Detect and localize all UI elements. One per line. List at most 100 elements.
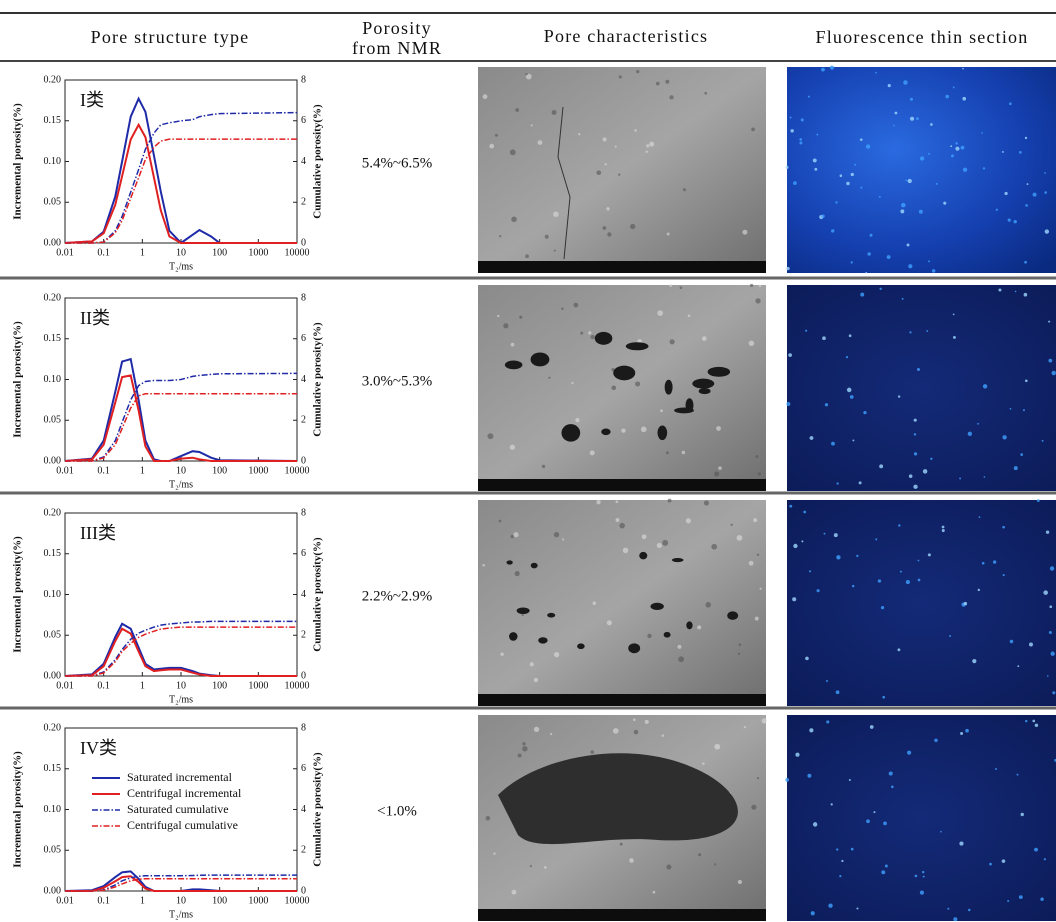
- sem-texture: [619, 75, 622, 78]
- y2-tick-label: 6: [301, 333, 306, 344]
- fluorescence-speck: [898, 524, 900, 526]
- fluorescence-speck: [1033, 193, 1037, 197]
- sem-pore: [657, 426, 667, 441]
- fluorescence-speck: [801, 118, 804, 121]
- fluorescence-speck: [881, 606, 884, 609]
- fluorescence-speck: [808, 96, 810, 98]
- fluorescence-speck: [809, 728, 813, 732]
- sem-texture: [544, 866, 547, 869]
- sem-texture: [665, 80, 669, 84]
- sem-texture: [530, 662, 534, 666]
- y2-tick-label: 6: [301, 115, 306, 126]
- fluorescence-speck: [960, 732, 963, 735]
- x-tick-label: 10: [176, 680, 186, 691]
- sem-texture: [495, 134, 498, 137]
- fluorescence-speck: [887, 255, 891, 259]
- sem-texture: [744, 726, 746, 728]
- fluorescence-speck: [885, 865, 888, 868]
- sem-texture: [714, 744, 720, 750]
- fluorescence-speck: [965, 729, 969, 733]
- sem-texture: [513, 532, 518, 537]
- sem-texture: [511, 217, 517, 223]
- fluorescence-speck: [1049, 605, 1052, 608]
- sem-texture: [503, 323, 508, 328]
- fluorescence-speck: [799, 142, 802, 145]
- fluorescence-image: [787, 715, 1056, 921]
- fluorescence-speck: [922, 871, 924, 873]
- fluorescence-speck: [836, 555, 840, 559]
- sem-pore: [686, 621, 692, 629]
- fluorescence-speck: [905, 179, 907, 181]
- fluorescence-speck: [1035, 724, 1038, 727]
- sem-pore: [506, 560, 512, 564]
- sem-pore: [505, 361, 523, 370]
- y2-tick-label: 4: [301, 156, 306, 167]
- fluorescence-speck: [949, 635, 951, 637]
- fluorescence-speck: [1025, 137, 1027, 139]
- sem-texture: [738, 653, 740, 655]
- type-label: I类: [80, 90, 104, 110]
- sem-texture: [574, 303, 579, 308]
- fluorescence-speck: [983, 384, 987, 388]
- fluorescence-speck: [1025, 204, 1028, 207]
- sem-texture: [641, 427, 647, 433]
- fluorescence-speck: [822, 336, 826, 340]
- fluorescence-speck: [807, 774, 811, 778]
- fluorescence-speck: [1044, 858, 1046, 860]
- y-tick-label: 0.00: [44, 237, 62, 248]
- fluorescence-speck: [942, 526, 945, 529]
- sem-texture: [489, 144, 494, 149]
- curve: [65, 629, 297, 676]
- fluorescence-speck: [889, 772, 893, 776]
- fluorescence-speck: [1021, 813, 1024, 816]
- sem-texture: [759, 285, 761, 287]
- y-axis-title: Incremental porosity(%): [12, 751, 24, 868]
- fluorescence-speck: [803, 511, 806, 514]
- sem-texture: [635, 381, 640, 386]
- curve: [65, 359, 297, 461]
- y-tick-label: 0.10: [44, 589, 62, 600]
- fluorescence-speck: [903, 80, 908, 85]
- fluorescence-speck: [932, 269, 936, 273]
- x-tick-label: 0.1: [97, 680, 110, 691]
- fluorescence-speck: [1029, 643, 1033, 647]
- sem-texture: [580, 332, 583, 335]
- legend-label: Centrifugal cumulative: [127, 818, 238, 832]
- fluorescence-speck: [851, 848, 854, 851]
- sem-pore: [699, 388, 711, 394]
- fluorescence-speck: [907, 244, 910, 247]
- fluorescence-speck: [978, 589, 980, 591]
- fluorescence-speck: [926, 330, 928, 332]
- fluorescence-speck: [805, 657, 809, 661]
- fluorescence-speck: [981, 132, 983, 134]
- sem-texture: [604, 163, 606, 165]
- y2-tick-label: 2: [301, 845, 306, 856]
- sem-texture: [575, 418, 579, 422]
- fluorescence-speck: [863, 411, 866, 414]
- sem-texture: [682, 451, 685, 454]
- curve: [65, 375, 297, 461]
- fluorescence-speck: [983, 167, 985, 169]
- fluorescence-speck: [851, 173, 854, 176]
- fluorescence-speck: [846, 356, 848, 358]
- fluorescence-speck: [951, 154, 954, 157]
- fluorescence-speck: [850, 395, 854, 399]
- fluorescence-speck: [953, 917, 957, 921]
- sem-pore: [650, 603, 663, 610]
- fluorescence-speck: [928, 153, 930, 155]
- sem-texture: [499, 235, 501, 237]
- sem-texture: [633, 718, 636, 721]
- y-tick-label: 0.10: [44, 374, 62, 385]
- sem-texture: [680, 287, 683, 290]
- sem-texture: [518, 753, 522, 757]
- fluorescence-speck: [852, 439, 854, 441]
- fluorescence-speck: [835, 201, 837, 203]
- y2-tick-label: 4: [301, 374, 306, 385]
- sem-texture: [499, 520, 502, 523]
- fluorescence-speck: [793, 181, 797, 185]
- fluorescence-speck: [873, 811, 875, 813]
- fluorescence-speck: [817, 589, 820, 592]
- fluorescence-speck: [834, 533, 838, 537]
- fluorescence-speck: [875, 72, 877, 74]
- fluorescence-speck: [821, 68, 825, 72]
